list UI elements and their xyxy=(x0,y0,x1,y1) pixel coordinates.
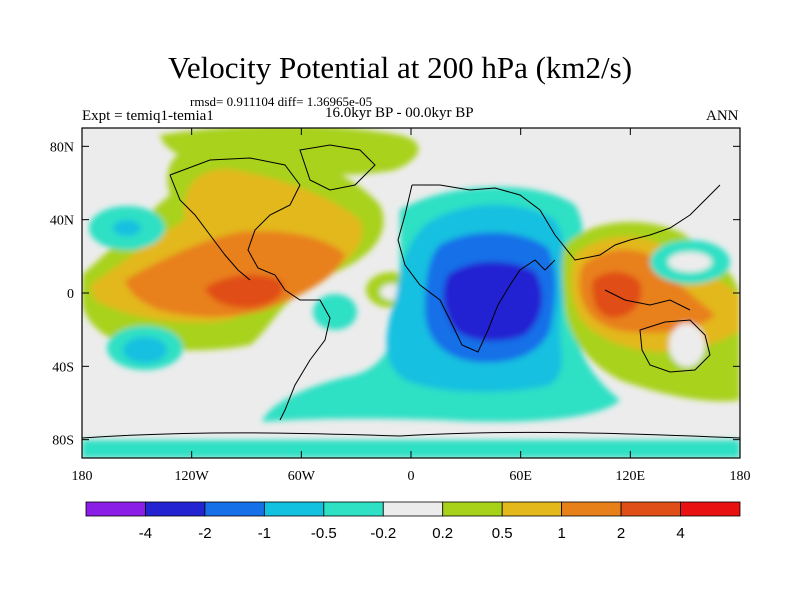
colorbar-swatch xyxy=(204,501,265,517)
colorbar: -4 -2 -1 -0.5 -0.2 0.2 0.5 1 2 4 xyxy=(85,501,741,542)
lon-tick-label: 180 xyxy=(730,469,751,484)
contour-south-polar-band xyxy=(82,440,740,458)
contour-north-pacific-east-low-center xyxy=(668,252,712,272)
stats-line: rmsd= 0.911104 diff= 1.36965e-05 xyxy=(190,94,373,109)
lat-tick-label: 40S xyxy=(52,360,74,375)
colorbar-label: -1 xyxy=(258,525,271,542)
contour-field xyxy=(81,127,741,459)
colorbar-swatch xyxy=(382,501,444,517)
season-label: ANN xyxy=(706,108,739,124)
colorbar-swatch xyxy=(145,501,206,517)
colorbar-label: 1 xyxy=(557,525,565,542)
lon-tick-label: 180 xyxy=(72,469,93,484)
colorbar-swatch xyxy=(561,501,622,517)
contour-australia-low xyxy=(669,323,705,367)
colorbar-label: -0.2 xyxy=(370,525,396,542)
colorbar-label: -2 xyxy=(198,525,211,542)
coastlines xyxy=(82,144,740,439)
colorbar-label: 2 xyxy=(617,525,625,542)
contour-north-pacific-low-core xyxy=(113,220,141,236)
colorbar-label: 4 xyxy=(676,525,684,542)
contour-americas-2 xyxy=(205,274,284,308)
colorbar-swatch xyxy=(442,501,503,517)
colorbar-swatch xyxy=(323,501,384,517)
plot-title: Velocity Potential at 200 hPa (km2/s) xyxy=(167,50,633,85)
colorbar-swatch xyxy=(85,501,146,517)
colorbar-swatch xyxy=(680,501,741,517)
colorbar-swatch xyxy=(501,501,563,517)
lon-tick-label: 60W xyxy=(288,469,316,484)
lon-tick-label: 120E xyxy=(616,469,646,484)
lat-tick-label: 80S xyxy=(52,434,74,449)
contour-maritime-2 xyxy=(592,271,642,318)
colorbar-label: 0.2 xyxy=(432,525,453,542)
contour-tropical-atlantic-low xyxy=(313,294,357,330)
lon-axis: 180 120W 60W 0 60E 120E 180 xyxy=(72,128,751,484)
colorbar-swatch xyxy=(620,501,681,517)
lat-tick-label: 80N xyxy=(50,140,74,155)
contour-americas-1 xyxy=(125,231,345,317)
colorbar-label: 0.5 xyxy=(492,525,513,542)
lat-tick-label: 40N xyxy=(50,214,74,229)
lon-tick-label: 120W xyxy=(175,469,210,484)
lat-tick-label: 0 xyxy=(67,287,74,302)
colorbar-label: -4 xyxy=(139,525,152,542)
colorbar-label: -0.5 xyxy=(311,525,337,542)
lon-tick-label: 0 xyxy=(408,469,415,484)
period-label: 16.0kyr BP - 00.0kyr BP xyxy=(325,105,474,121)
colorbar-swatch xyxy=(263,501,325,517)
contour-south-pacific-low-core xyxy=(123,337,167,363)
experiment-label: Expt = temiq1-temia1 xyxy=(82,108,214,124)
lat-axis: 80N 40N 0 40S 80S xyxy=(50,140,740,449)
contour-africa-2 xyxy=(443,261,543,342)
lon-tick-label: 60E xyxy=(509,469,532,484)
